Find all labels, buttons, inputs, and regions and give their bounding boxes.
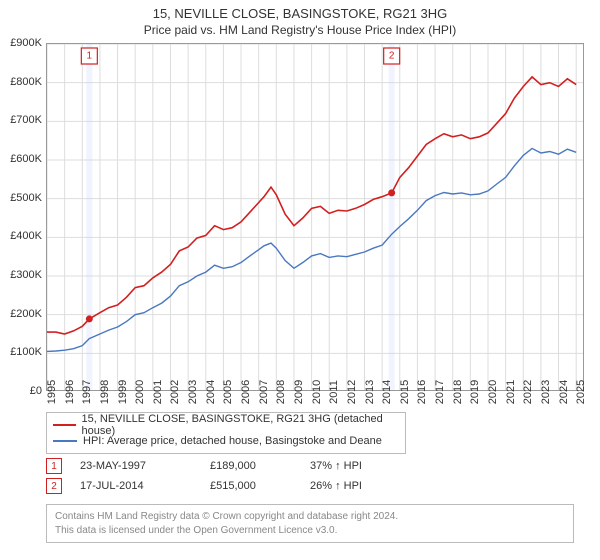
y-tick-label: £400K xyxy=(2,230,42,242)
sale-marker-icon: 2 xyxy=(46,478,62,494)
x-tick-label: 1996 xyxy=(64,380,76,404)
x-tick-label: 2003 xyxy=(187,380,199,404)
sale-price: £189,000 xyxy=(210,460,310,472)
x-tick-label: 2013 xyxy=(364,380,376,404)
x-tick-label: 2022 xyxy=(522,380,534,404)
legend-swatch xyxy=(53,424,76,426)
y-tick-label: £200K xyxy=(2,308,42,320)
table-row: 2 17-JUL-2014 £515,000 26% ↑ HPI xyxy=(46,476,410,496)
legend-label: HPI: Average price, detached house, Basi… xyxy=(83,435,382,447)
x-tick-label: 1998 xyxy=(99,380,111,404)
sale-price: £515,000 xyxy=(210,480,310,492)
x-tick-label: 2007 xyxy=(258,380,270,404)
footer-line: This data is licensed under the Open Gov… xyxy=(55,524,565,538)
svg-text:2: 2 xyxy=(389,51,395,62)
x-tick-label: 2020 xyxy=(487,380,499,404)
y-tick-label: £100K xyxy=(2,346,42,358)
x-tick-label: 2021 xyxy=(505,380,517,404)
y-tick-label: £500K xyxy=(2,192,42,204)
x-tick-label: 2012 xyxy=(346,380,358,404)
page-subtitle: Price paid vs. HM Land Registry's House … xyxy=(0,23,600,37)
y-tick-label: £900K xyxy=(2,37,42,49)
x-tick-label: 2005 xyxy=(222,380,234,404)
line-chart: £0£100K£200K£300K£400K£500K£600K£700K£80… xyxy=(46,43,584,391)
legend-swatch xyxy=(53,440,77,442)
x-tick-label: 2009 xyxy=(293,380,305,404)
x-tick-label: 1997 xyxy=(81,380,93,404)
svg-text:1: 1 xyxy=(87,51,93,62)
footer-line: Contains HM Land Registry data © Crown c… xyxy=(55,510,565,524)
sales-table: 1 23-MAY-1997 £189,000 37% ↑ HPI 2 17-JU… xyxy=(46,456,410,496)
sale-marker-icon: 1 xyxy=(46,458,62,474)
x-tick-label: 2001 xyxy=(152,380,164,404)
x-tick-label: 2023 xyxy=(540,380,552,404)
x-tick-label: 2004 xyxy=(205,380,217,404)
y-tick-label: £0 xyxy=(2,385,42,397)
footer-attribution: Contains HM Land Registry data © Crown c… xyxy=(46,504,574,543)
x-tick-label: 2010 xyxy=(311,380,323,404)
x-tick-label: 2000 xyxy=(134,380,146,404)
x-tick-label: 1999 xyxy=(117,380,129,404)
table-row: 1 23-MAY-1997 £189,000 37% ↑ HPI xyxy=(46,456,410,476)
x-tick-label: 2014 xyxy=(381,380,393,404)
x-tick-label: 2024 xyxy=(558,380,570,404)
legend-label: 15, NEVILLE CLOSE, BASINGSTOKE, RG21 3HG… xyxy=(82,413,399,437)
y-tick-label: £800K xyxy=(2,76,42,88)
y-tick-label: £600K xyxy=(2,153,42,165)
chart-plot: 12 xyxy=(46,43,584,391)
page-title: 15, NEVILLE CLOSE, BASINGSTOKE, RG21 3HG xyxy=(0,6,600,21)
x-tick-label: 2015 xyxy=(399,380,411,404)
sale-date: 17-JUL-2014 xyxy=(80,480,210,492)
x-axis-labels: 1995 1996 1997 1998 1999 2000 2001 2002 2003 2004… xyxy=(46,360,584,410)
x-tick-label: 2016 xyxy=(416,380,428,404)
y-tick-label: £300K xyxy=(2,269,42,281)
x-tick-label: 2018 xyxy=(452,380,464,404)
sale-marker-number: 1 xyxy=(51,461,57,472)
x-tick-label: 1995 xyxy=(46,380,58,404)
x-tick-label: 2025 xyxy=(575,380,587,404)
sale-date: 23-MAY-1997 xyxy=(80,460,210,472)
y-axis-labels: £0£100K£200K£300K£400K£500K£600K£700K£80… xyxy=(2,43,42,391)
x-tick-label: 2017 xyxy=(434,380,446,404)
x-tick-label: 2006 xyxy=(240,380,252,404)
sale-marker-number: 2 xyxy=(51,481,57,492)
legend-row: HPI: Average price, detached house, Basi… xyxy=(53,433,399,449)
sale-hpi: 37% ↑ HPI xyxy=(310,460,410,472)
x-tick-label: 2019 xyxy=(469,380,481,404)
legend-row: 15, NEVILLE CLOSE, BASINGSTOKE, RG21 3HG… xyxy=(53,417,399,433)
x-tick-label: 2011 xyxy=(328,380,340,404)
x-tick-label: 2002 xyxy=(169,380,181,404)
y-tick-label: £700K xyxy=(2,114,42,126)
sale-hpi: 26% ↑ HPI xyxy=(310,480,410,492)
x-tick-label: 2008 xyxy=(275,380,287,404)
legend: 15, NEVILLE CLOSE, BASINGSTOKE, RG21 3HG… xyxy=(46,412,406,454)
